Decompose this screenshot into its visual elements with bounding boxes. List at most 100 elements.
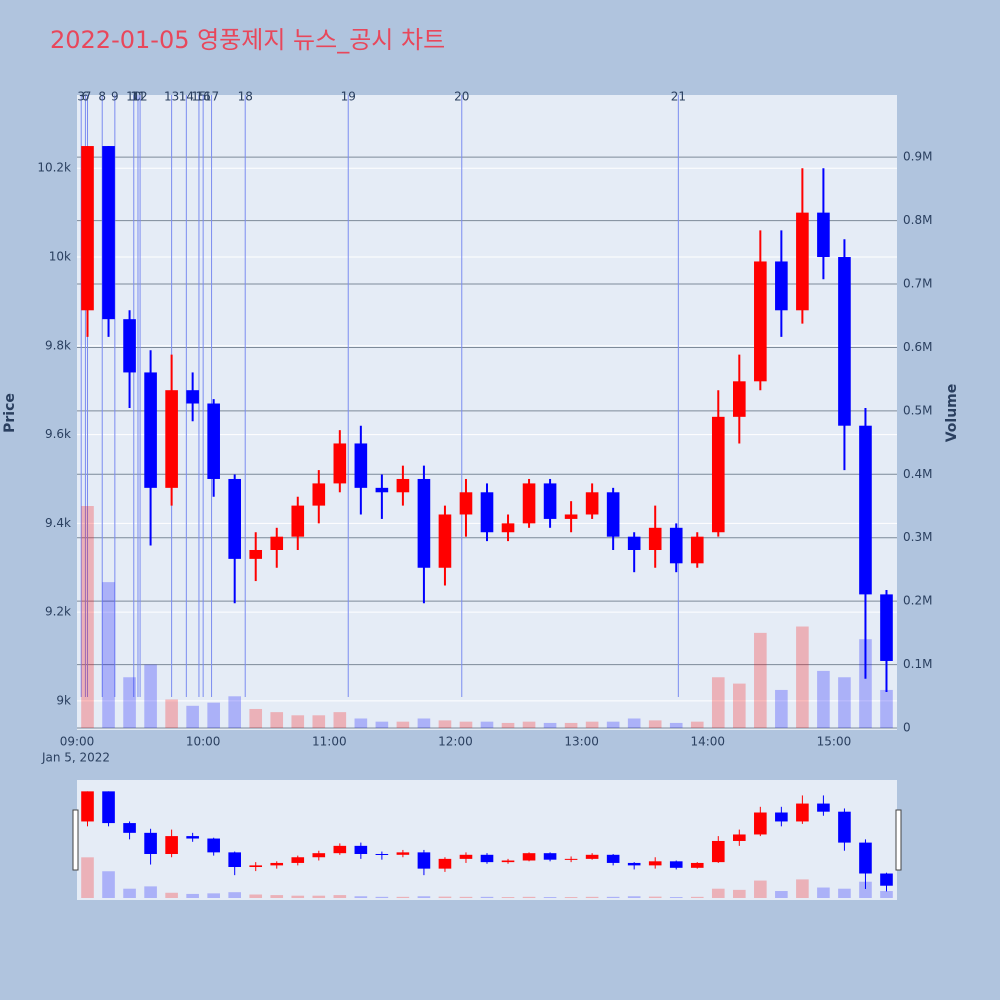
news-label: 20	[454, 90, 469, 104]
slider-candle-body	[754, 812, 767, 835]
volume-bar	[669, 722, 683, 728]
slider-volume-bar	[333, 895, 347, 898]
slider-candle-body	[291, 857, 305, 863]
y-tick-label: 10.2k	[37, 161, 71, 175]
volume-bar	[564, 722, 578, 728]
x-tick-label: 15:00	[817, 735, 852, 749]
slider-handle[interactable]	[895, 809, 902, 871]
slider-volume-bar	[543, 897, 557, 898]
slider-volume-bar	[711, 888, 725, 898]
volume-bar	[291, 715, 305, 728]
volume-bar	[333, 712, 347, 728]
slider-candle-body	[396, 852, 410, 855]
slider-candle-body	[564, 858, 578, 860]
candle-body	[817, 212, 830, 258]
volume-bar	[312, 715, 326, 728]
candle-body	[733, 381, 746, 417]
candle-body	[354, 443, 368, 488]
slider-candle-body	[480, 854, 494, 863]
candle-body	[669, 527, 683, 564]
slider-volume-bar	[690, 896, 704, 898]
candle-body	[543, 483, 557, 519]
y2-tick-label: 0.7M	[903, 277, 932, 291]
slider-candle-body	[648, 861, 662, 866]
slider-candle-body	[186, 836, 199, 839]
volume-bar	[207, 702, 220, 728]
x-tick-label: 12:00	[438, 735, 473, 749]
slider-volume-bar	[880, 891, 893, 898]
news-label: 7	[84, 90, 92, 104]
news-label: 12	[132, 90, 147, 104]
candle-body	[123, 319, 136, 373]
candle-body	[880, 594, 893, 661]
candle-body	[796, 212, 809, 311]
slider-volume-bar	[228, 892, 241, 898]
candle-body	[754, 261, 767, 382]
slider-candle-body	[333, 845, 347, 854]
volume-bar	[270, 712, 284, 728]
candle-body	[186, 390, 199, 404]
news-label: 6	[82, 90, 90, 104]
candle-body	[81, 146, 94, 311]
y2-tick-label: 0	[903, 721, 911, 735]
candle-body	[690, 536, 704, 564]
candle-body	[564, 514, 578, 519]
slider-volume-bar	[564, 897, 578, 898]
candle-body	[207, 403, 220, 479]
slider-candle-body	[627, 862, 641, 866]
candle-body	[396, 478, 410, 493]
slider-volume-bar	[102, 871, 115, 898]
y-tick-label: 9k	[56, 693, 71, 707]
slider-candle-body	[144, 832, 157, 854]
slider-candle-body	[312, 853, 326, 858]
volume-bar	[375, 721, 389, 728]
volume-bar	[123, 677, 136, 728]
slider-candle-body	[228, 852, 241, 868]
slider-volume-bar	[733, 889, 746, 898]
y2-axis-title: Volume	[944, 384, 960, 443]
range-slider[interactable]	[77, 780, 897, 900]
candle-body	[165, 390, 178, 488]
slider-volume-bar	[144, 886, 157, 898]
y2-tick-label: 0.8M	[903, 213, 932, 227]
volume-bar	[880, 689, 893, 728]
candle-body	[459, 492, 473, 515]
slider-volume-bar	[249, 894, 263, 898]
candle-body	[375, 487, 389, 493]
volume-bar	[817, 670, 830, 728]
slider-volume-bar	[207, 893, 220, 898]
volume-bar	[396, 721, 410, 728]
volume-bar	[186, 705, 199, 728]
slider-volume-bar	[585, 896, 599, 898]
y2-tick-label: 0.5M	[903, 403, 932, 417]
plot-area	[77, 95, 897, 730]
slider-candle-body	[543, 853, 557, 860]
volume-bar	[627, 718, 641, 728]
news-label: 16	[196, 90, 211, 104]
x-tick-label: 13:00	[564, 735, 599, 749]
slider-candle-body	[207, 838, 220, 853]
x-tick-label: 10:00	[186, 735, 221, 749]
slider-candle-body	[880, 873, 893, 886]
volume-bar	[690, 721, 704, 728]
slider-volume-bar	[354, 896, 368, 898]
slider-candle-body	[165, 836, 178, 854]
slider-candle-body	[102, 791, 115, 824]
y-tick-label: 9.2k	[45, 605, 71, 619]
slider-candle-body	[690, 862, 704, 868]
slider-volume-bar	[669, 897, 683, 898]
slider-candle-body	[270, 862, 284, 866]
x-tick-label: 09:00	[60, 735, 95, 749]
slider-volume-bar	[627, 896, 641, 898]
slider-candle-body	[606, 854, 620, 863]
news-label: 21	[671, 90, 686, 104]
slider-volume-bar	[270, 895, 284, 898]
slider-handle[interactable]	[72, 809, 79, 871]
slider-volume-bar	[417, 896, 431, 898]
volume-bar	[711, 677, 725, 728]
volume-bar	[102, 582, 115, 728]
candle-body	[291, 505, 305, 537]
y2-tick-label: 0.1M	[903, 657, 932, 671]
candle-body	[585, 492, 599, 515]
